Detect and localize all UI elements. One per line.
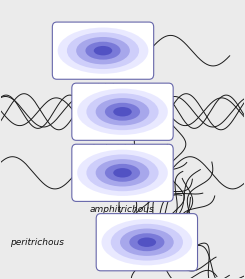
Ellipse shape [113, 107, 132, 116]
Ellipse shape [58, 28, 148, 74]
Ellipse shape [86, 42, 121, 60]
Text: lophotrichous: lophotrichous [92, 144, 153, 153]
Ellipse shape [111, 224, 183, 261]
Ellipse shape [96, 98, 149, 126]
Ellipse shape [138, 237, 156, 247]
Ellipse shape [105, 164, 140, 182]
Ellipse shape [76, 37, 130, 64]
Ellipse shape [94, 46, 112, 56]
Ellipse shape [86, 93, 159, 130]
Ellipse shape [101, 219, 192, 265]
Ellipse shape [77, 89, 168, 135]
Ellipse shape [96, 159, 149, 186]
Text: peritrichous: peritrichous [10, 238, 64, 247]
Ellipse shape [129, 233, 164, 251]
Ellipse shape [113, 168, 132, 177]
Ellipse shape [86, 154, 159, 191]
FancyBboxPatch shape [96, 214, 197, 271]
FancyBboxPatch shape [72, 144, 173, 201]
FancyBboxPatch shape [52, 22, 154, 79]
Ellipse shape [77, 150, 168, 196]
Ellipse shape [120, 229, 174, 256]
Ellipse shape [105, 103, 140, 121]
Text: amphitrichous: amphitrichous [90, 205, 155, 214]
Ellipse shape [67, 32, 139, 69]
FancyBboxPatch shape [72, 83, 173, 140]
Text: monotrichous: monotrichous [72, 83, 134, 92]
